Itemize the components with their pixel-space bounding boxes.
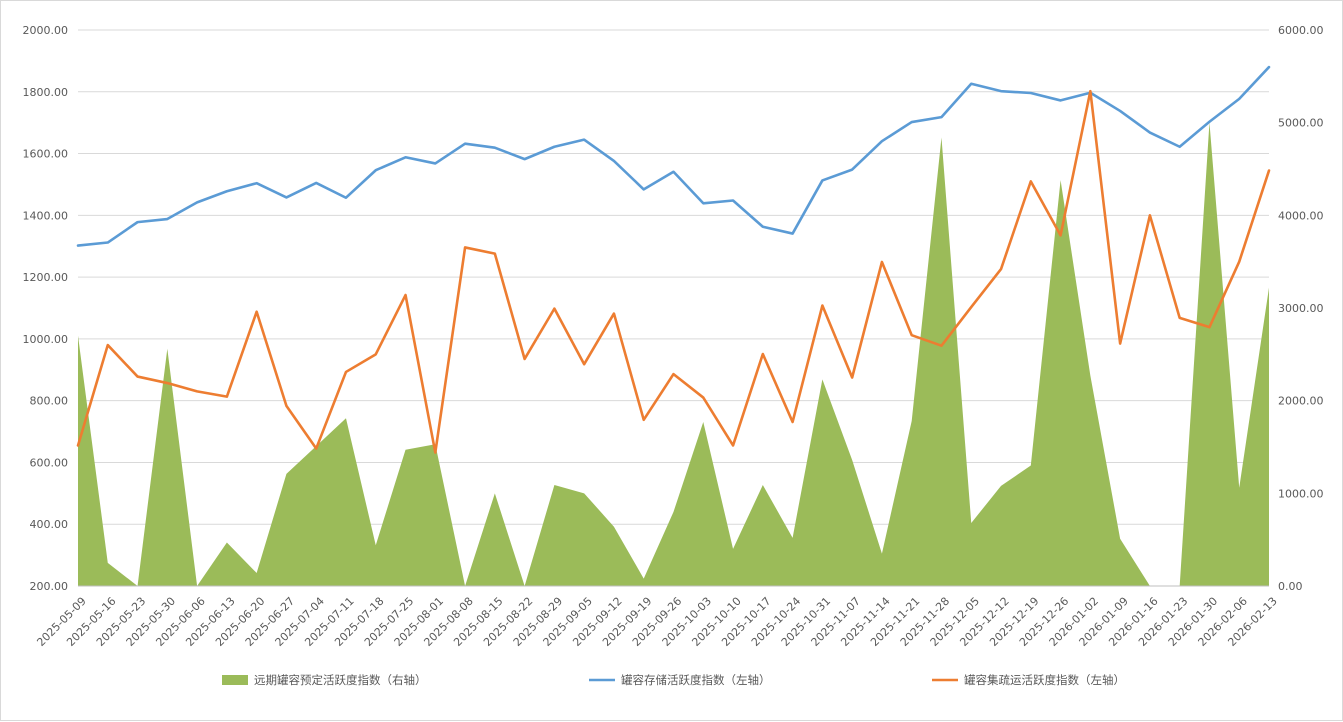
legend-label: 罐容存储活跃度指数（左轴） [621,673,771,687]
right-axis-tick-label: 4000.00 [1278,209,1324,222]
right-axis-tick-label: 5000.00 [1278,117,1324,130]
left-axis-tick-label: 1800.00 [23,86,69,99]
left-axis: 200.00 400.00 600.00 800.00 1000.00 1200.00 14… [23,24,69,593]
right-axis-tick-label: 6000.00 [1278,24,1324,37]
line-series-2 [76,89,1271,454]
left-axis-tick-label: 800.00 [30,395,69,408]
left-axis-tick-label: 600.00 [30,456,69,469]
left-axis-tick-label: 1000.00 [23,333,69,346]
left-axis-tick-label: 400.00 [30,518,69,531]
x-axis: 2025-05-092025-05-162025-05-232025-05-30… [34,585,1280,649]
left-axis-tick-label: 1200.00 [23,271,69,284]
left-axis-tick-label: 200.00 [30,580,69,593]
line-series-1 [76,65,1271,247]
legend: 远期罐容预定活跃度指数（右轴） 罐容存储活跃度指数（左轴） 罐容集疏运活跃度指数（左… [222,673,1125,687]
right-axis-tick-label: 2000.00 [1278,395,1324,408]
left-axis-tick-label: 1600.00 [23,148,69,161]
left-axis-tick-label: 2000.00 [23,24,69,37]
left-axis-tick-label: 1400.00 [23,209,69,222]
right-axis: 0.00 1000.00 2000.00 3000.00 4000.00 5000.00 6… [1278,24,1324,593]
legend-label: 远期罐容预定活跃度指数（右轴） [254,673,427,687]
area-series-0 [78,122,1269,586]
legend-label: 罐容集疏运活跃度指数（左轴） [964,673,1125,687]
legend-swatch [222,675,248,685]
area-series [78,122,1269,586]
right-axis-tick-label: 3000.00 [1278,302,1324,315]
right-axis-tick-label: 0.00 [1278,580,1303,593]
line-series [76,65,1271,454]
right-axis-tick-label: 1000.00 [1278,487,1324,500]
